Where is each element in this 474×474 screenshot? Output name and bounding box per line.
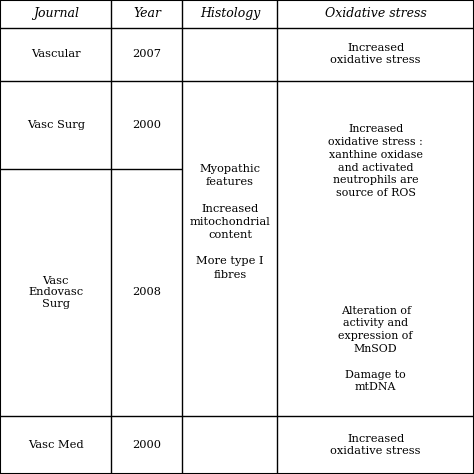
Text: Vasc Surg: Vasc Surg (27, 120, 85, 130)
Text: Vasc Med: Vasc Med (28, 440, 83, 450)
Text: Journal: Journal (33, 8, 79, 20)
Text: Vasc
Endovasc
Surg: Vasc Endovasc Surg (28, 276, 83, 309)
Text: 2000: 2000 (132, 120, 162, 130)
Text: Increased
oxidative stress: Increased oxidative stress (330, 434, 421, 456)
Text: Increased
oxidative stress: Increased oxidative stress (330, 44, 421, 65)
Text: Histology: Histology (200, 8, 260, 20)
Text: 2008: 2008 (132, 287, 162, 298)
Text: Alteration of
activity and
expression of
MnSOD

Damage to
mtDNA: Alteration of activity and expression of… (338, 306, 413, 392)
Text: 2000: 2000 (132, 440, 162, 450)
Text: Myopathic
features

Increased
mitochondrial
content

More type I
fibres: Myopathic features Increased mitochondri… (190, 164, 270, 280)
Text: Year: Year (133, 8, 161, 20)
Text: Vascular: Vascular (31, 49, 81, 59)
Text: 2007: 2007 (132, 49, 162, 59)
Text: Increased
oxidative stress :
xanthine oxidase
and activated
neutrophils are
sour: Increased oxidative stress : xanthine ox… (328, 124, 423, 198)
Text: Oxidative stress: Oxidative stress (325, 8, 427, 20)
